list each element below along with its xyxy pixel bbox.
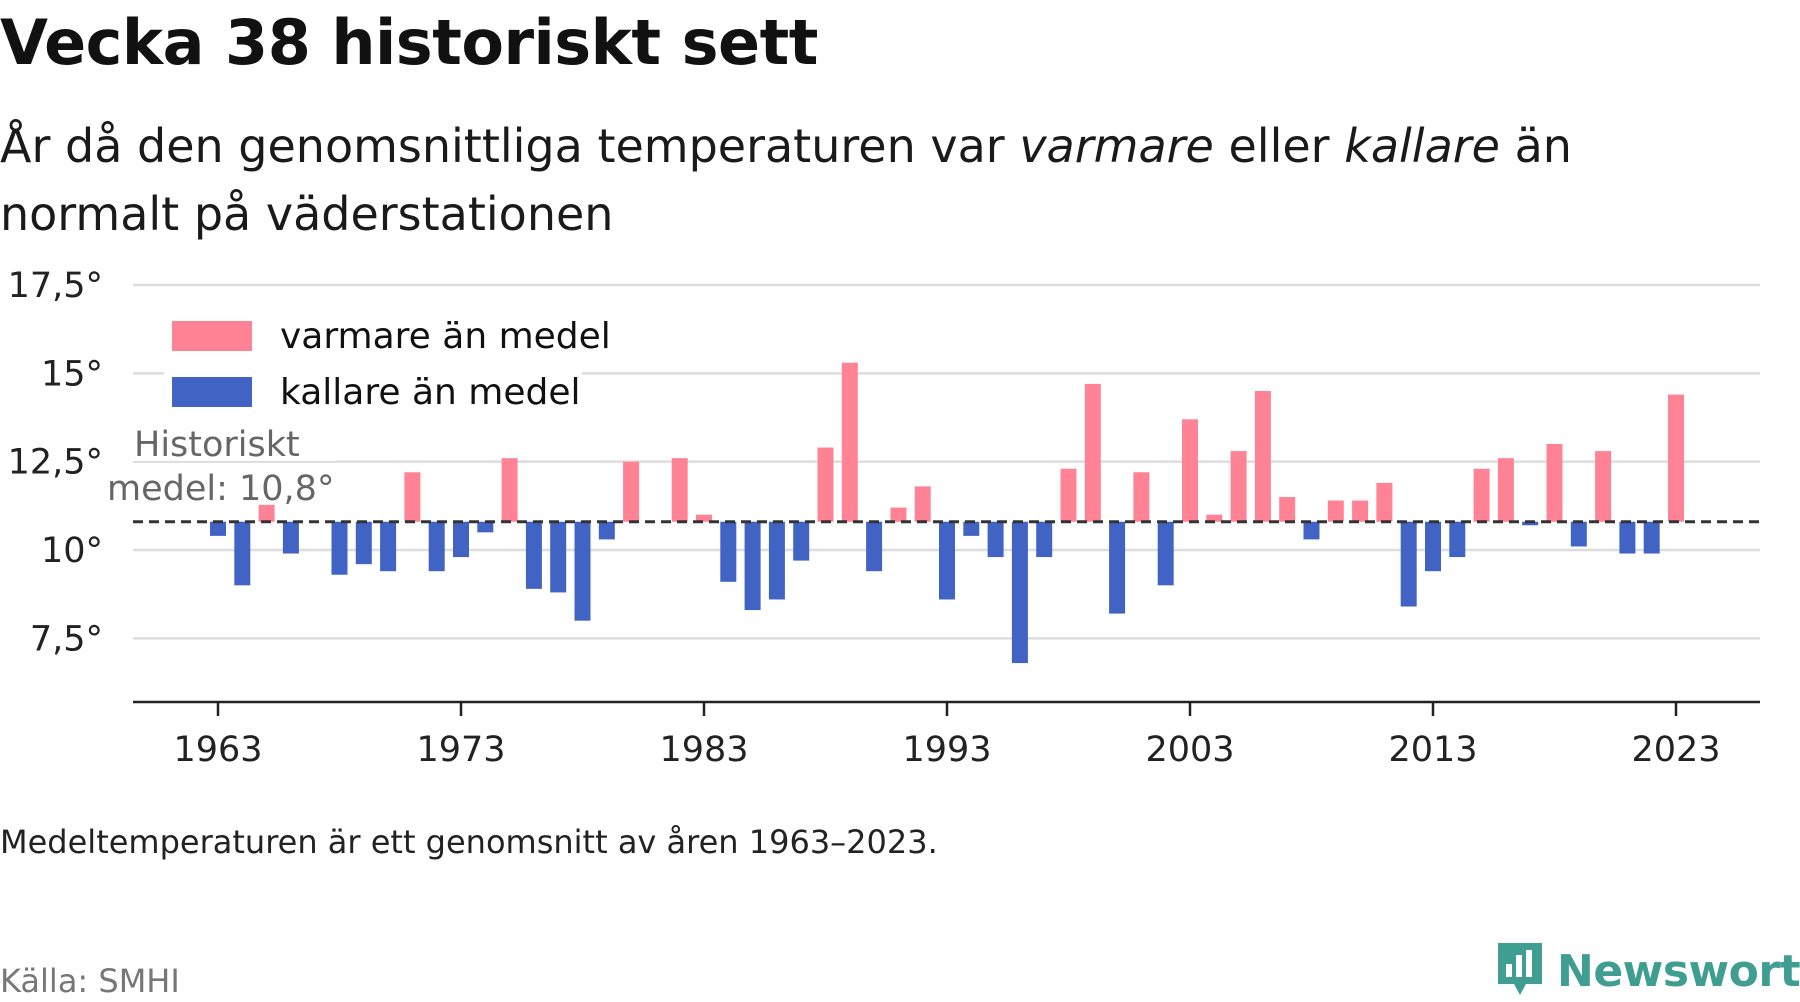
bar-cold-1966 — [282, 521, 299, 554]
bar-cold-1978 — [574, 521, 591, 621]
bar-warm-2023 — [1668, 394, 1684, 522]
bar-cold-1977 — [550, 521, 567, 593]
bar-warm-1975 — [501, 458, 518, 522]
bar-warm-2011 — [1376, 482, 1393, 522]
legend: varmare än medel kallare än medel — [164, 302, 611, 417]
x-tick-label: 2013 — [1388, 730, 1477, 770]
bar-warm-2005 — [1230, 451, 1247, 522]
bar-cold-1968 — [331, 521, 348, 575]
bar-cold-1984 — [720, 521, 737, 582]
bar-cold-1987 — [793, 521, 810, 561]
mean-annotation-line1: Historiskt — [134, 425, 300, 465]
x-tick-label: 2023 — [1631, 730, 1720, 770]
x-axis-ticks: 1963 1973 1983 1993 2003 2013 2023 — [173, 702, 1721, 770]
bar-cold-2008 — [1303, 521, 1320, 540]
x-tick-label: 1983 — [659, 730, 748, 770]
legend-swatch-warm — [172, 321, 252, 351]
bar-cold-1976 — [525, 521, 542, 589]
chart-subtitle: År då den genomsnittliga temperaturen va… — [0, 112, 1740, 248]
bars — [210, 362, 1684, 664]
legend-label-warm: varmare än medel — [280, 316, 611, 357]
bar-cold-2014 — [1449, 521, 1466, 558]
bar-warm-2010 — [1352, 500, 1369, 522]
bar-cold-1986 — [768, 521, 785, 600]
bar-cold-2022 — [1643, 521, 1660, 554]
bar-cold-1990 — [866, 521, 883, 572]
chart-note: Medeltemperaturen är ett genomsnitt av å… — [0, 823, 938, 861]
x-tick-label: 1963 — [173, 730, 262, 770]
x-tick-label: 1973 — [416, 730, 505, 770]
x-tick-label: 2003 — [1145, 730, 1234, 770]
bar-cold-1970 — [380, 521, 397, 572]
bar-cold-2021 — [1619, 521, 1636, 554]
bar-cold-1969 — [355, 521, 372, 565]
bar-warm-2004 — [1206, 514, 1223, 522]
bar-chart: 7,5° 10° 12,5° 15° 17,5° 1963 1973 1983 1993 200… — [8, 266, 1760, 770]
bar-warm-2006 — [1254, 391, 1271, 522]
subtitle-text-2: eller — [1213, 119, 1345, 173]
bar-cold-2013 — [1425, 521, 1441, 572]
bar-cold-2012 — [1400, 521, 1417, 607]
bar-warm-1998 — [1060, 468, 1077, 522]
y-tick-label: 12,5° — [8, 443, 103, 483]
subtitle-text-1: År då den genomsnittliga temperaturen va… — [0, 119, 1020, 173]
bar-cold-1993 — [939, 521, 955, 600]
bar-warm-1965 — [258, 504, 275, 522]
bar-cold-1997 — [1036, 521, 1053, 558]
bar-cold-2017 — [1522, 521, 1539, 526]
bar-warm-2003 — [1182, 419, 1198, 522]
bar-warm-2007 — [1279, 497, 1296, 522]
bar-warm-1992 — [914, 486, 931, 522]
legend-swatch-cold — [172, 377, 252, 407]
bar-cold-1995 — [987, 521, 1004, 558]
bar-cold-1963 — [210, 521, 226, 536]
bar-warm-1982 — [671, 458, 688, 522]
mean-annotation-line2: medel: 10,8° — [107, 469, 334, 509]
bar-warm-1989 — [841, 362, 858, 522]
bar-warm-2016 — [1497, 458, 1514, 522]
bar-warm-2020 — [1595, 451, 1612, 522]
x-tick-label: 1993 — [902, 730, 991, 770]
y-axis-ticks: 7,5° 10° 12,5° 15° 17,5° — [8, 266, 103, 659]
bar-warm-2018 — [1546, 444, 1563, 522]
subtitle-cold-word: kallare — [1344, 119, 1500, 173]
bar-warm-2001 — [1133, 472, 1150, 522]
bar-warm-1983 — [696, 514, 712, 522]
source-label: Källa: SMHI — [0, 962, 180, 1000]
bar-cold-1979 — [598, 521, 615, 540]
subtitle-warm-word: varmare — [1019, 119, 1214, 173]
bar-cold-2000 — [1109, 521, 1126, 614]
bar-cold-1973 — [453, 521, 469, 558]
bar-cold-1964 — [234, 521, 251, 586]
subtitle-text-3: än normalt på väderstationen — [0, 119, 1572, 241]
chart-title: Vecka 38 historiskt sett — [0, 6, 818, 79]
brand-name: Newsworthy — [1557, 945, 1800, 997]
newsworthy-brand: Newsworthy — [1495, 940, 1800, 1002]
bar-warm-1999 — [1084, 383, 1101, 522]
bar-warm-2015 — [1473, 468, 1490, 522]
bar-warm-1988 — [817, 447, 834, 522]
bar-warm-1980 — [623, 461, 640, 522]
bar-cold-2002 — [1157, 521, 1174, 586]
bar-cold-1974 — [477, 521, 494, 533]
y-tick-label: 15° — [41, 354, 103, 394]
bar-warm-2009 — [1327, 500, 1344, 522]
bar-warm-1971 — [404, 472, 421, 522]
newsworthy-logo-icon — [1495, 940, 1545, 1002]
mean-annotation: Historiskt medel: 10,8° — [106, 425, 336, 509]
bar-cold-2019 — [1570, 521, 1587, 547]
y-tick-label: 10° — [41, 531, 103, 571]
bar-cold-1972 — [428, 521, 445, 572]
bar-cold-1994 — [963, 521, 980, 536]
bar-warm-1991 — [890, 507, 907, 522]
y-tick-label: 17,5° — [8, 266, 103, 306]
bar-cold-1985 — [744, 521, 761, 611]
y-tick-label: 7,5° — [30, 619, 103, 659]
legend-label-cold: kallare än medel — [280, 372, 580, 413]
bar-cold-1996 — [1011, 521, 1028, 664]
